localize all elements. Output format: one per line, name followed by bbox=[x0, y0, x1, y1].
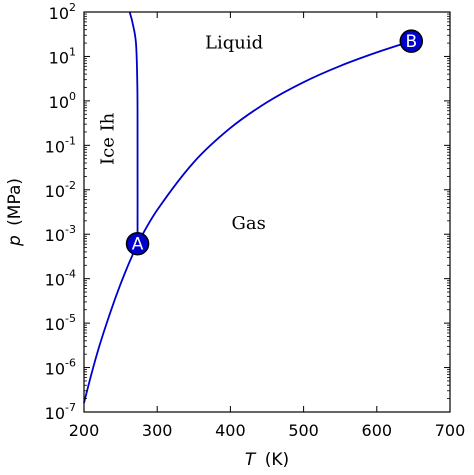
y-tick-label: 10-2 bbox=[45, 179, 76, 201]
y-tick-exponent: -2 bbox=[65, 179, 76, 192]
region-label-liquid: Liquid bbox=[205, 33, 263, 54]
y-tick-label: 10-1 bbox=[45, 134, 76, 156]
y-tick-label: 10-4 bbox=[45, 268, 76, 290]
vaporization-curve bbox=[136, 40, 412, 245]
y-axis-label: p (MPa) bbox=[5, 178, 25, 247]
x-tick-label: 600 bbox=[362, 421, 393, 440]
region-label-ice-ih: Ice Ih bbox=[97, 112, 118, 165]
y-tick-base: 10 bbox=[45, 226, 65, 245]
y-tick-exponent: -6 bbox=[65, 357, 76, 370]
x-tick-label: 300 bbox=[142, 421, 173, 440]
y-tick-label: 10-6 bbox=[45, 357, 76, 379]
x-tick-label: 400 bbox=[215, 421, 246, 440]
plot-frame bbox=[83, 11, 451, 413]
y-tick-base: 10 bbox=[49, 4, 69, 23]
y-tick-base: 10 bbox=[49, 93, 69, 112]
sublimation-curve bbox=[83, 243, 139, 404]
x-tick-label: 200 bbox=[69, 421, 100, 440]
y-axis-unit: (MPa) bbox=[5, 178, 25, 226]
y-tick-exponent: -3 bbox=[65, 223, 76, 236]
point-b-marker bbox=[399, 29, 424, 53]
x-axis-variable: T bbox=[245, 450, 257, 470]
point-a-marker bbox=[125, 231, 150, 256]
y-tick-label: 10-7 bbox=[45, 401, 76, 423]
phase-boundary-curves bbox=[83, 11, 412, 404]
x-axis-ticks: 200 300 400 500 600 700 bbox=[69, 12, 466, 440]
y-tick-base: 10 bbox=[45, 315, 65, 334]
y-tick-exponent: -7 bbox=[65, 401, 76, 414]
y-tick-label: 100 bbox=[49, 90, 76, 112]
point-b-label: B bbox=[405, 32, 417, 52]
y-tick-base: 10 bbox=[45, 271, 65, 290]
special-points: AB bbox=[125, 29, 424, 256]
region-labels: Liquid Gas Ice Ih bbox=[97, 33, 266, 235]
y-tick-label: 102 bbox=[49, 1, 76, 23]
y-tick-exponent: -4 bbox=[65, 268, 76, 281]
x-tick-label: 500 bbox=[288, 421, 319, 440]
y-tick-base: 10 bbox=[45, 360, 65, 379]
melting-curve bbox=[128, 11, 139, 244]
y-tick-exponent: -5 bbox=[65, 312, 76, 325]
y-tick-base: 10 bbox=[45, 182, 65, 201]
x-axis-label: T (K) bbox=[245, 450, 289, 470]
y-tick-base: 10 bbox=[49, 48, 69, 67]
region-label-gas: Gas bbox=[232, 213, 266, 234]
y-axis-variable: p bbox=[5, 235, 25, 247]
y-tick-label: 10-5 bbox=[45, 312, 76, 334]
y-tick-base: 10 bbox=[45, 137, 65, 156]
x-tick-label: 700 bbox=[435, 421, 466, 440]
y-tick-exponent: -1 bbox=[65, 134, 76, 147]
y-tick-exponent: 0 bbox=[69, 90, 76, 103]
y-tick-base: 10 bbox=[45, 404, 65, 423]
y-tick-exponent: 2 bbox=[69, 1, 76, 14]
x-axis-unit: (K) bbox=[265, 450, 289, 470]
point-a-label: A bbox=[132, 235, 144, 255]
y-tick-label: 101 bbox=[49, 45, 76, 67]
y-tick-label: 10-3 bbox=[45, 223, 76, 245]
y-tick-exponent: 1 bbox=[69, 45, 76, 58]
